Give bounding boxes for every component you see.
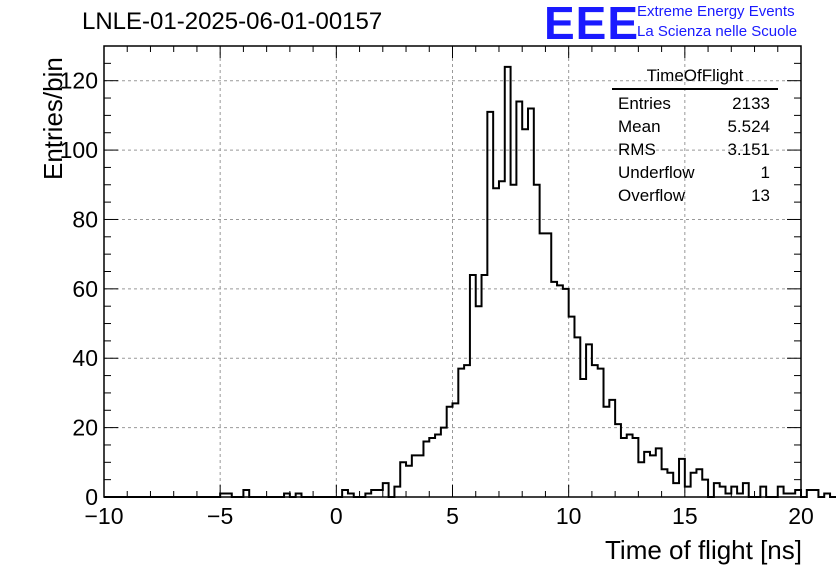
stats-box: TimeOfFlight Entries 2133 Mean 5.524 RMS… [612,66,778,207]
y-tick-label: 20 [72,415,98,441]
y-tick-label: 0 [85,484,98,510]
plot-frame [103,45,802,498]
y-axis-label-box: Entries/bin [6,57,68,180]
eee-logo: EEE [544,0,640,49]
stats-row-mean: Mean 5.524 [612,115,778,138]
x-tick-label: 0 [330,503,343,529]
stats-label: Overflow [618,186,686,205]
stats-row-rms: RMS 3.151 [612,138,778,161]
x-tick-label: −5 [207,503,233,529]
stats-row-overflow: Overflow 13 [612,184,778,207]
stats-label: Entries [618,94,671,113]
stats-value: 2133 [732,94,770,113]
logo-subtitle-2: La Scienza nelle Scuole [637,23,798,40]
y-tick-label: 80 [72,206,98,232]
y-tick-label: 40 [72,345,98,371]
x-tick-label: 5 [446,503,459,529]
plot-area-background [104,46,801,497]
stats-label: RMS [618,140,656,159]
x-tick-label: −10 [84,503,123,529]
stats-title: TimeOfFlight [612,66,778,90]
y-axis-label: Entries/bin [38,57,68,180]
x-axis-label: Time of flight [ns] [605,535,802,565]
stats-value: 5.524 [727,117,770,136]
stats-row-underflow: Underflow 1 [612,161,778,184]
y-tick-label: 60 [72,276,98,302]
stats-value: 1 [760,163,770,182]
x-tick-label: 15 [672,503,698,529]
grid-layer [104,46,801,497]
logo-subtitle-1: Extreme Energy Events [637,3,795,20]
stats-value: 3.151 [727,140,770,159]
plot-title: LNLE-01-2025-06-01-00157 [82,8,383,35]
y-tick-label: 100 [60,137,98,163]
stats-label: Underflow [618,163,695,182]
axis-layer: −10 −5 0 5 10 15 20 0 20 40 60 80 100 120 [60,45,814,529]
y-tick-label: 120 [60,68,98,94]
stats-value: 13 [751,186,770,205]
stats-row-entries: Entries 2133 [612,92,778,115]
x-tick-label: 10 [556,503,582,529]
x-tick-label: 20 [788,503,814,529]
stats-label: Mean [618,117,661,136]
